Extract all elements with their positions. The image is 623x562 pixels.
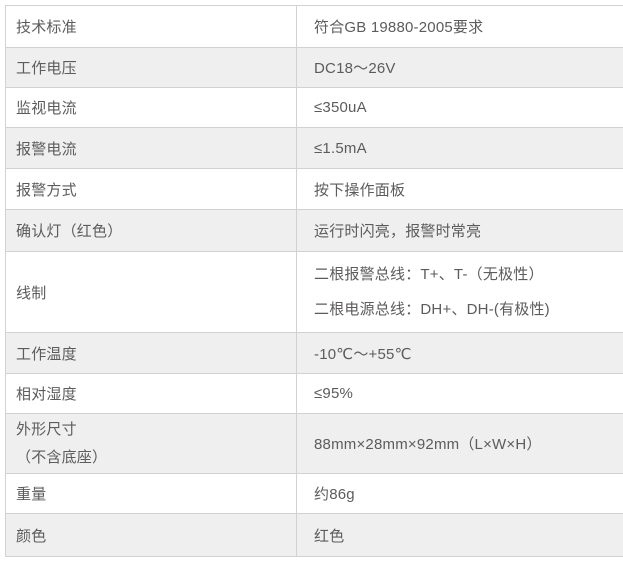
spec-value-text: ≤1.5mA — [314, 139, 367, 157]
spec-value-cell: 二根报警总线：T+、T-（无极性） 二根电源总线：DH+、DH-(有极性) — [297, 252, 623, 332]
spec-value-text: 88mm×28mm×92mm（L×W×H） — [314, 436, 542, 453]
spec-row-confirm-light: 确认灯（红色） 运行时闪亮，报警时常亮 — [6, 210, 623, 252]
spec-label-cell: 工作温度 — [6, 333, 297, 373]
spec-label-cell: 工作电压 — [6, 48, 297, 87]
spec-value-cell: ≤1.5mA — [297, 128, 623, 168]
spec-value-cell: 88mm×28mm×92mm（L×W×H） — [297, 414, 623, 473]
spec-label-text: 监视电流 — [16, 100, 77, 117]
spec-label-text-line1: 外形尺寸 — [16, 420, 77, 438]
spec-label-cell: 报警电流 — [6, 128, 297, 168]
spec-label-cell: 线制 — [6, 252, 297, 332]
spec-label-cell: 颜色 — [6, 514, 297, 556]
spec-value-text-line2: 二根电源总线：DH+、DH-(有极性) — [314, 301, 550, 318]
spec-value-text: ≤350uA — [314, 99, 367, 116]
spec-label-text: 相对湿度 — [16, 386, 77, 403]
spec-value-cell: DC18～26V — [297, 48, 623, 87]
spec-value-text: 按下操作面板 — [314, 181, 406, 199]
spec-row-alarm-mode: 报警方式 按下操作面板 — [6, 169, 623, 210]
spec-value-cell: 红色 — [297, 514, 623, 556]
spec-value-cell: 符合GB 19880-2005要求 — [297, 6, 623, 47]
spec-row-technical-standard: 技术标准 符合GB 19880-2005要求 — [6, 6, 623, 48]
spec-label-text: 报警电流 — [16, 140, 77, 158]
spec-value-cell: 运行时闪亮，报警时常亮 — [297, 210, 623, 251]
spec-label-cell: 监视电流 — [6, 88, 297, 127]
spec-row-color: 颜色 红色 — [6, 514, 623, 557]
specification-table: 技术标准 符合GB 19880-2005要求 工作电压 DC18～26V 监视电… — [5, 5, 623, 557]
spec-value-text-line1: 二根报警总线：T+、T-（无极性） — [314, 266, 544, 283]
spec-row-working-voltage: 工作电压 DC18～26V — [6, 48, 623, 88]
spec-value-text: ≤95% — [314, 385, 354, 402]
spec-label-text-line2: （不含底座） — [16, 448, 108, 466]
spec-value-cell: ≤95% — [297, 374, 623, 413]
spec-row-monitoring-current: 监视电流 ≤350uA — [6, 88, 623, 128]
spec-label-text: 颜色 — [16, 527, 47, 545]
spec-label-text: 报警方式 — [16, 181, 77, 199]
spec-value-text: 运行时闪亮，报警时常亮 — [314, 223, 482, 240]
spec-row-working-temperature: 工作温度 -10℃～+55℃ — [6, 333, 623, 374]
spec-label-text: 工作温度 — [16, 345, 77, 363]
spec-value-text: 符合GB 19880-2005要求 — [314, 19, 484, 36]
spec-label-text: 确认灯（红色） — [16, 223, 123, 240]
spec-value-cell: 按下操作面板 — [297, 169, 623, 209]
spec-label-cell: 外形尺寸 （不含底座） — [6, 414, 297, 473]
spec-row-relative-humidity: 相对湿度 ≤95% — [6, 374, 623, 414]
spec-label-cell: 技术标准 — [6, 6, 297, 47]
spec-label-text: 工作电压 — [16, 60, 77, 77]
spec-label-text: 技术标准 — [16, 19, 77, 36]
spec-label-cell: 确认灯（红色） — [6, 210, 297, 251]
spec-value-cell: -10℃～+55℃ — [297, 333, 623, 373]
spec-value-cell: ≤350uA — [297, 88, 623, 127]
spec-label-text: 线制 — [16, 284, 47, 302]
spec-value-cell: 约86g — [297, 474, 623, 513]
spec-label-text: 重量 — [16, 486, 47, 503]
spec-row-dimensions: 外形尺寸 （不含底座） 88mm×28mm×92mm（L×W×H） — [6, 414, 623, 474]
spec-label-cell: 报警方式 — [6, 169, 297, 209]
spec-value-text: 约86g — [314, 486, 355, 503]
spec-label-cell: 相对湿度 — [6, 374, 297, 413]
spec-label-cell: 重量 — [6, 474, 297, 513]
spec-value-text: -10℃～+55℃ — [314, 345, 412, 363]
spec-row-weight: 重量 约86g — [6, 474, 623, 514]
spec-value-text: 红色 — [314, 527, 345, 545]
spec-row-wiring: 线制 二根报警总线：T+、T-（无极性） 二根电源总线：DH+、DH-(有极性) — [6, 252, 623, 333]
spec-row-alarm-current: 报警电流 ≤1.5mA — [6, 128, 623, 169]
spec-value-text: DC18～26V — [314, 60, 396, 77]
